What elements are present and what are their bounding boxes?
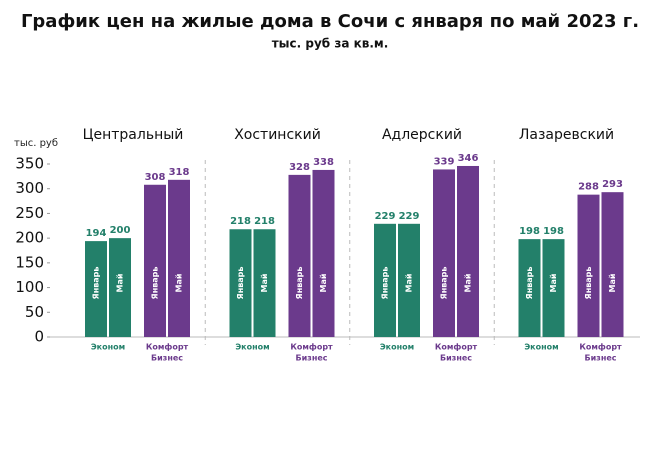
value-label: 198 [519, 226, 540, 237]
y-tick-label: 200 [15, 229, 44, 247]
bar-label: Май [319, 274, 328, 293]
bar-label: Май [405, 274, 414, 293]
group-label: Центральный [83, 127, 184, 143]
bar-label: Январь [92, 267, 101, 300]
segment-label: Комфорт [146, 343, 189, 352]
bar-label: Май [549, 274, 558, 293]
bar-label: Январь [440, 267, 449, 300]
bar-label: Январь [151, 267, 160, 300]
value-label: 328 [289, 162, 310, 173]
value-label: 339 [434, 156, 455, 167]
segment-label: Бизнес [295, 354, 327, 363]
value-label: 293 [602, 179, 623, 190]
bar [312, 169, 335, 337]
bar [577, 194, 600, 337]
bar [542, 239, 565, 337]
segment-label: Эконом [235, 343, 269, 352]
y-tick-label: 50 [25, 303, 44, 321]
bar [229, 229, 252, 337]
bar-label: Январь [381, 267, 390, 300]
bar-label: Май [175, 274, 184, 293]
y-tick-label: 300 [15, 179, 44, 197]
group-label: Лазаревский [519, 127, 614, 143]
bar-label: Май [260, 274, 269, 293]
bar [85, 241, 107, 337]
y-tick-label: 150 [15, 253, 44, 271]
segment-label: Бизнес [440, 354, 472, 363]
segment-label: Эконом [91, 343, 125, 352]
bar [144, 184, 166, 337]
segment-label: Эконом [380, 343, 414, 352]
bar-label: Январь [295, 267, 304, 300]
bar [374, 223, 396, 337]
bar-label: Май [608, 274, 617, 293]
segment-label: Бизнес [151, 354, 183, 363]
bar [253, 229, 276, 337]
bar [288, 174, 311, 337]
segment-label: Комфорт [435, 343, 478, 352]
y-tick-label: 350 [15, 155, 44, 173]
bar-label: Май [464, 274, 473, 293]
chart-subtitle: тыс. руб за кв.м. [272, 37, 389, 51]
group-label: Адлерский [382, 127, 462, 143]
segment-label: Комфорт [579, 343, 622, 352]
segment-label: Бизнес [584, 354, 616, 363]
value-label: 200 [110, 225, 131, 236]
value-label: 229 [399, 211, 420, 222]
bar-label: Январь [236, 267, 245, 300]
value-label: 338 [313, 157, 334, 168]
bar [433, 169, 455, 337]
value-label: 194 [86, 228, 107, 239]
y-tick-label: 0 [34, 328, 44, 346]
y-tick-label: 100 [15, 278, 44, 296]
bar [518, 239, 541, 337]
bar [168, 179, 190, 337]
bar [398, 223, 420, 337]
segment-label: Комфорт [290, 343, 333, 352]
group-label: Хостинский [234, 127, 321, 143]
value-label: 308 [145, 172, 166, 183]
y-tick-label: 250 [15, 204, 44, 222]
value-label: 218 [230, 216, 251, 227]
value-label: 229 [375, 211, 396, 222]
value-label: 318 [169, 167, 190, 178]
value-label: 346 [458, 153, 479, 164]
bar [457, 165, 479, 337]
value-label: 218 [254, 216, 275, 227]
value-label: 288 [578, 182, 599, 193]
bar-label: Январь [525, 267, 534, 300]
chart-title: График цен на жилые дома в Сочи с января… [21, 11, 639, 32]
y-axis-label: тыс. руб [14, 138, 58, 149]
segment-label: Эконом [524, 343, 558, 352]
value-label: 198 [543, 226, 564, 237]
bar [601, 192, 624, 337]
bar-label: Май [116, 274, 125, 293]
bar-label: Январь [584, 267, 593, 300]
bar [109, 238, 131, 337]
